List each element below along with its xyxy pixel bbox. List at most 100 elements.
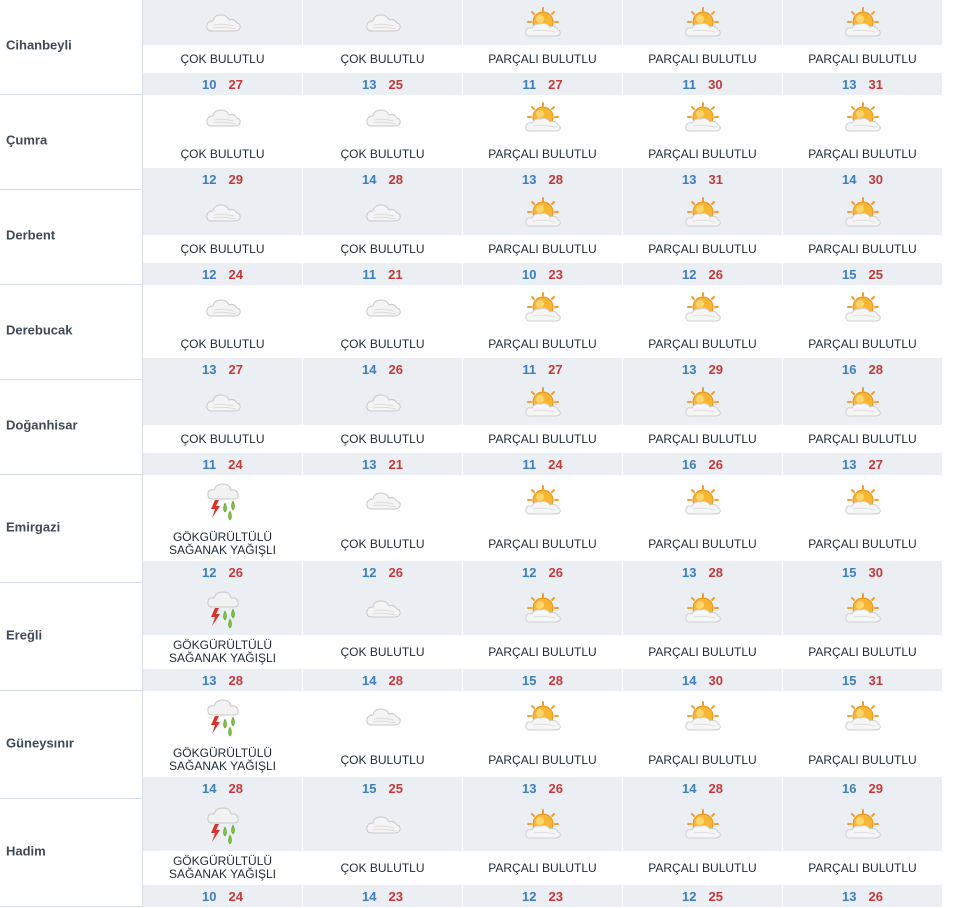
icon-box — [303, 583, 462, 635]
city-name: Derbent — [6, 227, 56, 243]
temperature-range: 14 30 — [623, 669, 782, 691]
min-temperature: 14 — [682, 672, 697, 688]
condition-text: PARÇALI BULUTLU — [808, 146, 917, 161]
temperature-range: 13 28 — [143, 669, 302, 691]
condition-label: PARÇALI BULUTLU — [623, 140, 782, 168]
thunderstorm-icon — [203, 697, 243, 737]
max-temperature: 31 — [868, 76, 883, 92]
min-temperature: 13 — [682, 361, 697, 377]
min-temperature: 10 — [202, 888, 217, 904]
condition-label: ÇOK BULUTLU — [143, 45, 302, 73]
condition-label: PARÇALI BULUTLU — [783, 743, 942, 777]
condition-text: ÇOK BULUTLU — [180, 146, 265, 161]
min-temperature: 12 — [682, 266, 697, 282]
icon-box — [783, 380, 942, 425]
icon-box — [303, 799, 462, 851]
partly-cloudy-icon — [523, 700, 563, 734]
cloudy-icon — [364, 705, 402, 729]
max-temperature: 27 — [548, 361, 563, 377]
max-temperature: 28 — [548, 171, 563, 187]
condition-text: PARÇALI BULUTLU — [648, 146, 757, 161]
condition-text: ÇOK BULUTLU — [340, 146, 425, 161]
city-name-cell: Ereğli — [0, 583, 143, 691]
icon-box — [143, 380, 302, 425]
temperature-range: 11 27 — [463, 73, 622, 95]
condition-text: PARÇALI BULUTLU — [808, 336, 917, 351]
min-temperature: 12 — [522, 564, 537, 580]
icon-box — [143, 583, 302, 635]
condition-label: PARÇALI BULUTLU — [463, 235, 622, 263]
min-temperature: 10 — [522, 266, 537, 282]
max-temperature: 26 — [548, 780, 563, 796]
icon-box — [783, 583, 942, 635]
condition-label: PARÇALI BULUTLU — [783, 45, 942, 73]
min-temperature: 10 — [202, 76, 217, 92]
condition-label: PARÇALI BULUTLU — [623, 851, 782, 885]
temperature-range: 15 30 — [783, 561, 942, 583]
partly-cloudy-icon — [843, 291, 883, 325]
partly-cloudy-icon — [683, 101, 723, 135]
condition-text: PARÇALI BULUTLU — [648, 241, 757, 256]
icon-box — [623, 0, 782, 45]
max-temperature: 29 — [708, 361, 723, 377]
forecast-day-cell: PARÇALI BULUTLU 13 26 — [463, 691, 622, 799]
cloudy-icon — [364, 391, 402, 415]
temperature-range: 15 25 — [783, 263, 942, 285]
condition-text: PARÇALI BULUTLU — [808, 860, 917, 875]
max-temperature: 26 — [548, 564, 563, 580]
icon-box — [303, 190, 462, 235]
partly-cloudy-icon — [683, 291, 723, 325]
min-temperature: 14 — [842, 171, 857, 187]
temperature-range: 12 26 — [623, 263, 782, 285]
city-name: Cihanbeyli — [6, 37, 72, 53]
temperature-range: 13 28 — [623, 561, 782, 583]
partly-cloudy-icon — [523, 484, 563, 518]
temperature-range: 14 28 — [143, 777, 302, 799]
icon-box — [303, 0, 462, 45]
icon-box — [463, 0, 622, 45]
max-temperature: 26 — [228, 564, 243, 580]
forecast-day-cell: ÇOK BULUTLU 14 26 — [303, 285, 462, 380]
icon-box — [303, 285, 462, 330]
temperature-range: 11 24 — [463, 453, 622, 475]
condition-label: ÇOK BULUTLU — [303, 45, 462, 73]
partly-cloudy-icon — [523, 592, 563, 626]
condition-text: GÖKGÜRÜLTÜLÜ SAĞANAK YAĞIŞLI — [169, 638, 276, 665]
cloudy-icon — [364, 813, 402, 837]
partly-cloudy-icon — [843, 101, 883, 135]
partly-cloudy-icon — [683, 196, 723, 230]
partly-cloudy-icon — [843, 592, 883, 626]
condition-label: GÖKGÜRÜLTÜLÜ SAĞANAK YAĞIŞLI — [143, 635, 302, 669]
city-row: Ereğli GÖKGÜRÜLTÜLÜ SAĞANAK YAĞIŞLI 13 28 ÇO… — [0, 583, 942, 691]
forecast-day-cell: PARÇALI BULUTLU 13 31 — [783, 0, 942, 95]
temperature-range: 10 27 — [143, 73, 302, 95]
max-temperature: 28 — [708, 564, 723, 580]
city-name-cell: Derebucak — [0, 285, 143, 380]
temperature-range: 12 26 — [463, 561, 622, 583]
condition-label: PARÇALI BULUTLU — [623, 743, 782, 777]
min-temperature: 12 — [362, 564, 377, 580]
condition-label: ÇOK BULUTLU — [303, 527, 462, 561]
max-temperature: 28 — [388, 171, 403, 187]
max-temperature: 24 — [228, 266, 243, 282]
city-row: Derbent ÇOK BULUTLU 12 24 ÇOK BULUTLU 11 21 PAR… — [0, 190, 942, 285]
max-temperature: 31 — [708, 171, 723, 187]
temperature-range: 12 26 — [303, 561, 462, 583]
partly-cloudy-icon — [523, 291, 563, 325]
min-temperature: 13 — [682, 171, 697, 187]
min-temperature: 11 — [522, 456, 537, 472]
min-temperature: 14 — [362, 171, 377, 187]
min-temperature: 16 — [682, 456, 697, 472]
forecast-day-cell: PARÇALI BULUTLU 13 28 — [463, 95, 622, 190]
min-temperature: 16 — [842, 780, 857, 796]
min-temperature: 14 — [202, 780, 217, 796]
max-temperature: 26 — [388, 361, 403, 377]
city-row: Cihanbeyli ÇOK BULUTLU 10 27 ÇOK BULUTLU 13 25… — [0, 0, 942, 95]
condition-label: PARÇALI BULUTLU — [783, 235, 942, 263]
min-temperature: 13 — [522, 171, 537, 187]
temperature-range: 12 23 — [463, 885, 622, 907]
partly-cloudy-icon — [683, 484, 723, 518]
condition-label: ÇOK BULUTLU — [143, 140, 302, 168]
icon-box — [463, 190, 622, 235]
forecast-day-cell: PARÇALI BULUTLU 13 27 — [783, 380, 942, 475]
